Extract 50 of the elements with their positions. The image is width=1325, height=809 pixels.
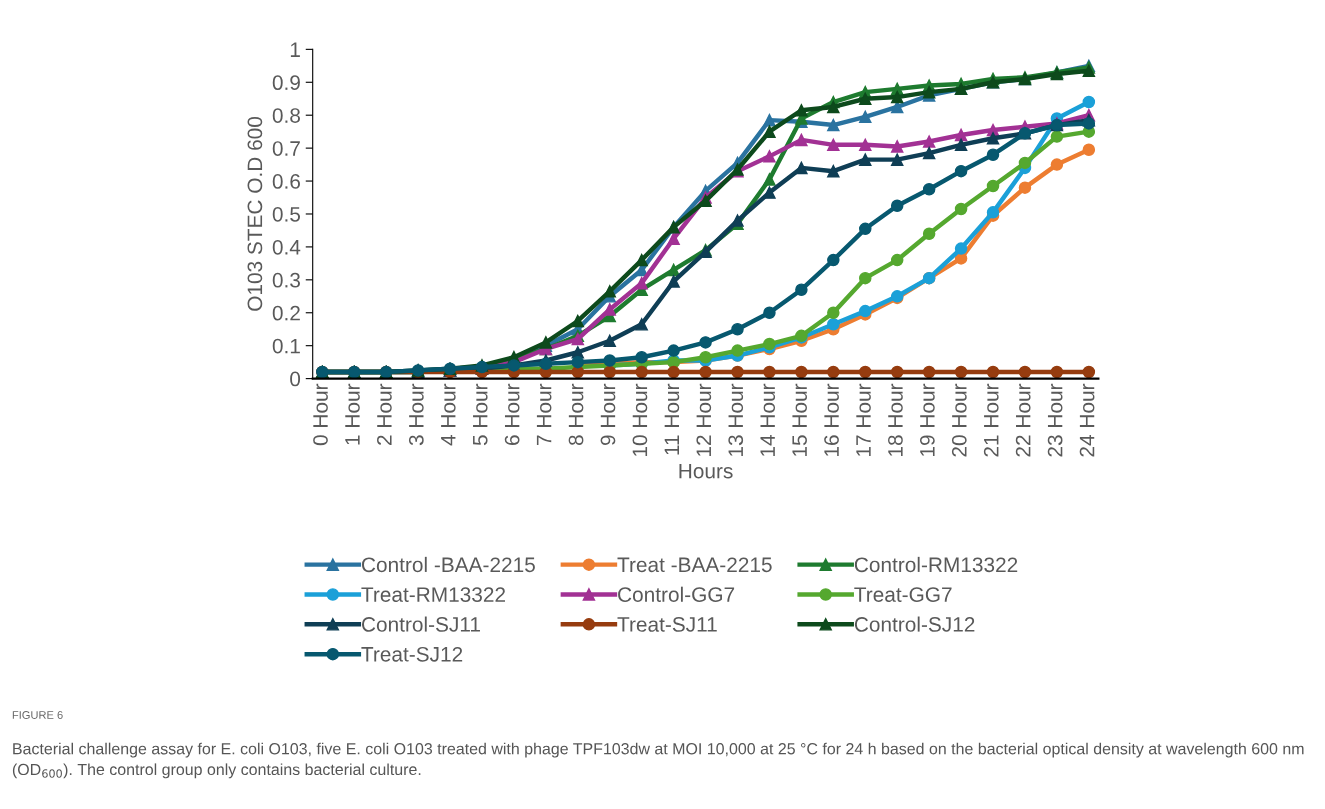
legend-label: Treat-GG7 (854, 587, 952, 602)
x-tick-label: 12 Hour (696, 383, 712, 456)
x-tick-label: 3 Hour (408, 383, 424, 446)
x-tick-label: 21 Hour (983, 383, 999, 457)
y-tick-label: 1 (290, 42, 300, 57)
y-tick-label: 0.5 (272, 206, 301, 222)
legend-label: Control-GG7 (618, 586, 735, 602)
x-tick-label: 17 Hour (856, 383, 871, 456)
y-axis-title: O103 STEC O.D 600 (247, 116, 263, 311)
y-tick-label: 0.6 (272, 174, 300, 189)
x-tick-label: 23 Hour (1047, 383, 1063, 457)
text: Bacterial challenge assay for E. coli O103, five E. coli O103 treated with phage TPF103dw at MOI 10,000 at 25 °C for 24 h based on the bacterial optical density at wavelength 600 nm (OD$_{600}$). The control group only contains bacterial culture. (12, 742, 1304, 779)
x-tick-label: 22 Hour (1015, 383, 1031, 457)
x-tick-label: 8 Hour (568, 383, 584, 446)
x-tick-label: 4 Hour (441, 383, 456, 446)
x-tick-label: 19 Hour (919, 383, 935, 456)
legend-label: Control-SJ11 (361, 616, 480, 632)
y-tick-label: 0.4 (272, 239, 301, 255)
y-tick-label: 0.1 (272, 338, 300, 354)
y-tick-label: 0.8 (272, 108, 300, 123)
x-tick-label: 1 Hour (345, 383, 360, 445)
legend-label: Control -BAA-2215 (361, 556, 535, 573)
y-tick-label: 0.7 (272, 141, 300, 156)
legend-label: Treat-SJ12 (361, 646, 463, 662)
legend-label: Treat-SJ11 (617, 617, 717, 632)
legend-label: Control-SJ12 (854, 616, 975, 632)
legend-label: Treat -BAA-2215 (617, 557, 772, 573)
y-tick-label: 0.2 (272, 305, 300, 321)
x-tick-label: 5 Hour (473, 383, 488, 446)
x-tick-label: 13 Hour (728, 383, 744, 456)
x-tick-label: 11 Hour (664, 383, 680, 455)
x-tick-label: 9 Hour (600, 383, 616, 446)
x-tick-label: 15 Hour (792, 383, 807, 456)
legend-label: Control-RM13322 (854, 556, 1018, 573)
legend-label: Treat-RM13322 (361, 587, 505, 602)
x-tick-label: 18 Hour (888, 383, 903, 456)
y-tick-label: 0.9 (272, 75, 300, 91)
x-tick-label: 10 Hour (632, 383, 648, 456)
x-tick-label: 24 Hour (1079, 383, 1095, 457)
x-tick-label: 16 Hour (824, 383, 839, 456)
x-tick-label: 20 Hour (951, 383, 967, 457)
x-tick-label: 7 Hour (536, 383, 552, 445)
x-tick-label: 6 Hour (504, 383, 520, 445)
x-axis-title: Hours (679, 463, 733, 479)
y-tick-label: 0 (290, 371, 301, 387)
caption: FIGURE 6 (12, 711, 63, 719)
x-tick-label: 2 Hour (377, 383, 392, 445)
x-tick-label: 14 Hour (760, 383, 776, 456)
y-tick-label: 0.3 (272, 272, 300, 288)
x-tick-label: 0 Hour (313, 383, 328, 446)
